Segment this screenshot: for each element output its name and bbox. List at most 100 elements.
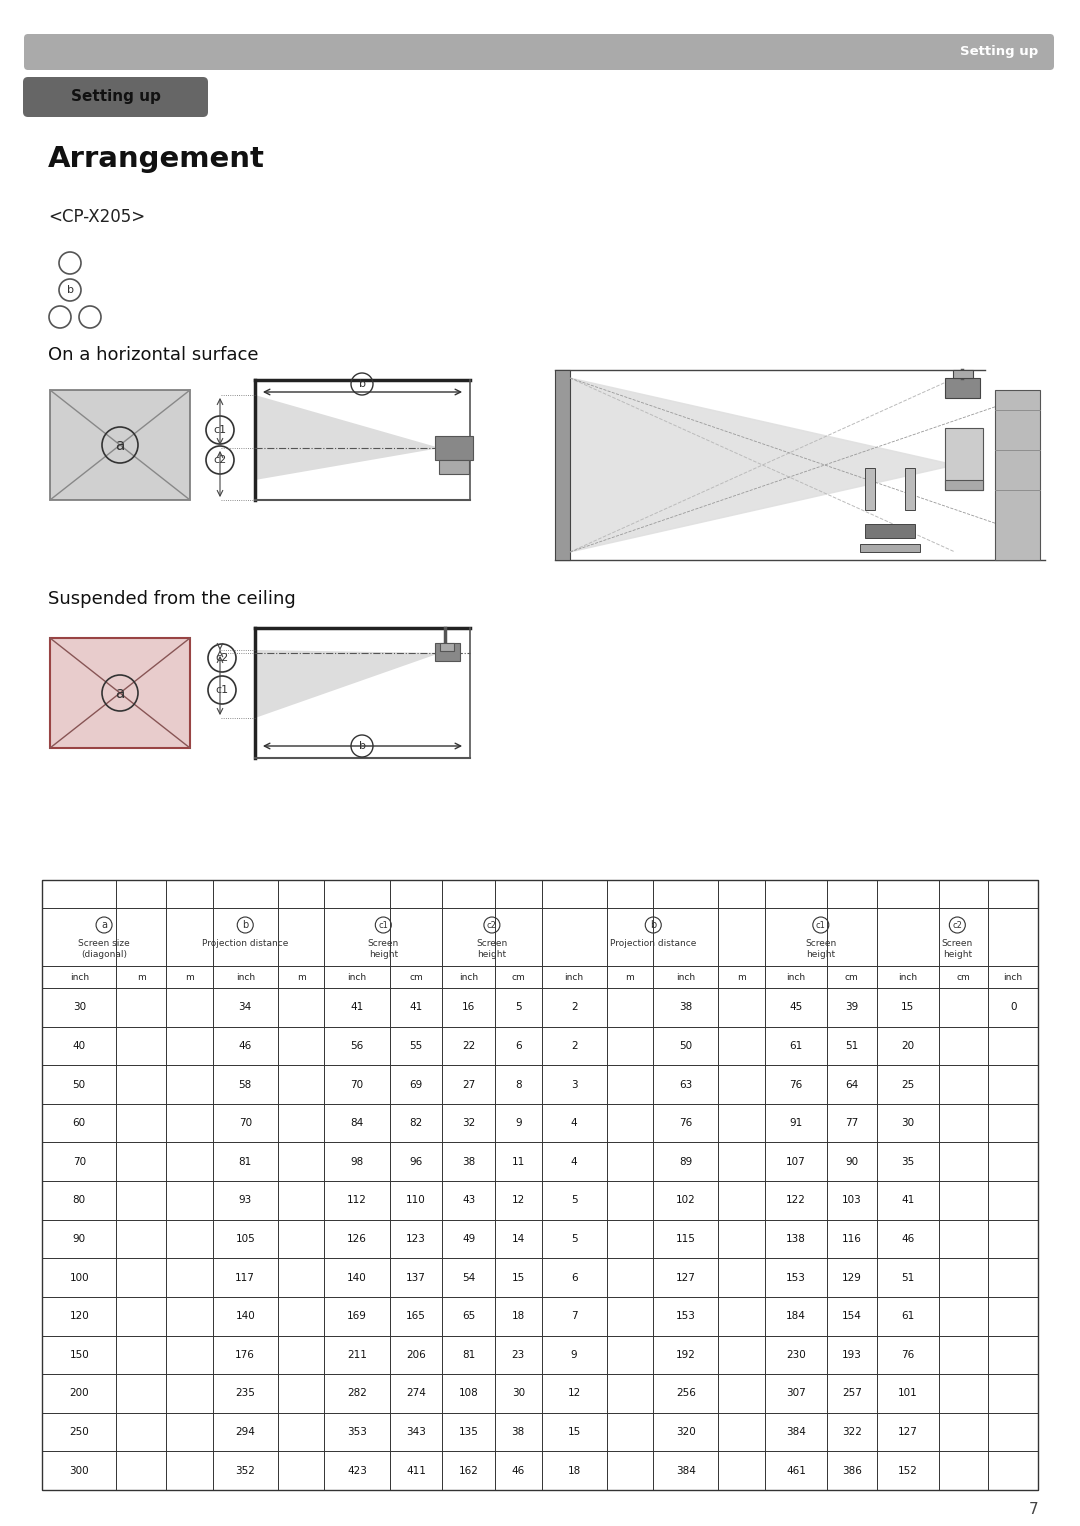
Bar bbox=[945, 427, 983, 490]
Text: 3: 3 bbox=[571, 1079, 578, 1090]
Text: 76: 76 bbox=[901, 1351, 915, 1360]
Text: 93: 93 bbox=[239, 1195, 252, 1206]
Text: 50: 50 bbox=[679, 1041, 692, 1051]
Text: b: b bbox=[359, 742, 365, 751]
Text: 129: 129 bbox=[842, 1273, 862, 1283]
Text: c1: c1 bbox=[215, 685, 229, 694]
Text: 162: 162 bbox=[459, 1465, 478, 1476]
Text: 211: 211 bbox=[347, 1351, 367, 1360]
Text: 30: 30 bbox=[72, 1003, 85, 1012]
Text: Setting up: Setting up bbox=[70, 90, 161, 104]
Text: Projection distance: Projection distance bbox=[202, 938, 288, 948]
Text: On a horizontal surface: On a horizontal surface bbox=[48, 346, 258, 365]
Text: m: m bbox=[625, 972, 634, 981]
Text: inch: inch bbox=[1003, 972, 1023, 981]
Text: inch: inch bbox=[235, 972, 255, 981]
Text: 11: 11 bbox=[512, 1157, 525, 1167]
Bar bbox=[50, 638, 190, 748]
Text: cm: cm bbox=[845, 972, 859, 981]
Text: a: a bbox=[102, 920, 107, 929]
Text: 352: 352 bbox=[235, 1465, 255, 1476]
Text: c2: c2 bbox=[214, 455, 227, 465]
Text: 49: 49 bbox=[462, 1235, 475, 1244]
Text: 76: 76 bbox=[679, 1119, 692, 1128]
Polygon shape bbox=[570, 378, 955, 552]
Text: inch: inch bbox=[348, 972, 366, 981]
Text: Screen
height: Screen height bbox=[942, 938, 973, 960]
Text: 140: 140 bbox=[347, 1273, 367, 1283]
Bar bbox=[945, 378, 980, 398]
Text: 6: 6 bbox=[515, 1041, 522, 1051]
Text: m: m bbox=[297, 972, 306, 981]
Text: 153: 153 bbox=[676, 1311, 696, 1322]
Text: 176: 176 bbox=[235, 1351, 255, 1360]
Text: 76: 76 bbox=[789, 1079, 802, 1090]
Text: 140: 140 bbox=[235, 1311, 255, 1322]
Text: 39: 39 bbox=[846, 1003, 859, 1012]
Text: 70: 70 bbox=[350, 1079, 364, 1090]
Text: 55: 55 bbox=[409, 1041, 422, 1051]
Bar bbox=[945, 481, 983, 490]
Text: 127: 127 bbox=[676, 1273, 696, 1283]
Text: 101: 101 bbox=[897, 1389, 918, 1398]
Text: 274: 274 bbox=[406, 1389, 426, 1398]
Text: 70: 70 bbox=[72, 1157, 85, 1167]
Text: 63: 63 bbox=[679, 1079, 692, 1090]
Text: 120: 120 bbox=[69, 1311, 90, 1322]
Text: 6: 6 bbox=[571, 1273, 578, 1283]
Text: 50: 50 bbox=[72, 1079, 85, 1090]
Text: 108: 108 bbox=[459, 1389, 478, 1398]
Text: 386: 386 bbox=[842, 1465, 862, 1476]
Text: 51: 51 bbox=[901, 1273, 915, 1283]
Text: b: b bbox=[650, 920, 657, 929]
Text: 200: 200 bbox=[69, 1389, 89, 1398]
Text: 38: 38 bbox=[462, 1157, 475, 1167]
Bar bbox=[435, 436, 473, 459]
Text: 56: 56 bbox=[350, 1041, 364, 1051]
Text: 22: 22 bbox=[462, 1041, 475, 1051]
Text: 353: 353 bbox=[347, 1427, 367, 1437]
Text: Screen
height: Screen height bbox=[367, 938, 399, 960]
Bar bbox=[438, 459, 469, 475]
Text: c1: c1 bbox=[815, 920, 826, 929]
Bar bbox=[555, 369, 570, 560]
Text: 135: 135 bbox=[459, 1427, 478, 1437]
Text: 25: 25 bbox=[901, 1079, 915, 1090]
Text: 2: 2 bbox=[571, 1003, 578, 1012]
Text: 307: 307 bbox=[786, 1389, 806, 1398]
Text: 153: 153 bbox=[786, 1273, 806, 1283]
Text: 100: 100 bbox=[69, 1273, 89, 1283]
Text: 69: 69 bbox=[409, 1079, 422, 1090]
Text: 64: 64 bbox=[846, 1079, 859, 1090]
Bar bbox=[42, 881, 1038, 1489]
Text: 257: 257 bbox=[842, 1389, 862, 1398]
Text: 112: 112 bbox=[347, 1195, 367, 1206]
Text: c1: c1 bbox=[214, 426, 227, 435]
Text: 35: 35 bbox=[901, 1157, 915, 1167]
Text: 123: 123 bbox=[406, 1235, 426, 1244]
Text: 51: 51 bbox=[846, 1041, 859, 1051]
Text: 77: 77 bbox=[846, 1119, 859, 1128]
Text: 5: 5 bbox=[571, 1235, 578, 1244]
Text: 38: 38 bbox=[512, 1427, 525, 1437]
Bar bbox=[860, 543, 920, 552]
Text: 58: 58 bbox=[239, 1079, 252, 1090]
Text: 30: 30 bbox=[512, 1389, 525, 1398]
Text: 184: 184 bbox=[786, 1311, 806, 1322]
Text: inch: inch bbox=[786, 972, 806, 981]
Text: 7: 7 bbox=[571, 1311, 578, 1322]
Text: 250: 250 bbox=[69, 1427, 90, 1437]
Text: m: m bbox=[185, 972, 193, 981]
Text: 61: 61 bbox=[901, 1311, 915, 1322]
Text: 81: 81 bbox=[462, 1351, 475, 1360]
Text: 18: 18 bbox=[512, 1311, 525, 1322]
Text: 138: 138 bbox=[786, 1235, 806, 1244]
Text: 137: 137 bbox=[406, 1273, 426, 1283]
Text: 7: 7 bbox=[1028, 1503, 1038, 1517]
Text: 116: 116 bbox=[842, 1235, 862, 1244]
Text: Arrangement: Arrangement bbox=[48, 145, 265, 172]
Text: 15: 15 bbox=[512, 1273, 525, 1283]
Text: cm: cm bbox=[512, 972, 525, 981]
Bar bbox=[50, 391, 190, 501]
Text: 54: 54 bbox=[462, 1273, 475, 1283]
